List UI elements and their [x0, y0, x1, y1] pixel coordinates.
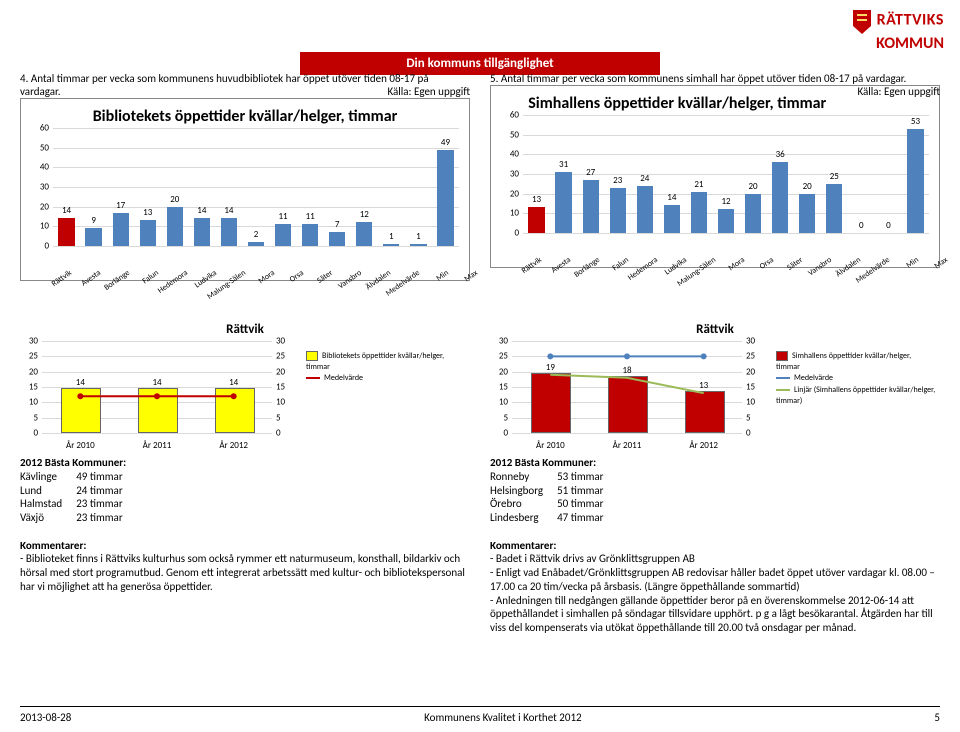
bar [637, 186, 653, 233]
left-best-table: Kävlinge49 timmarLund24 timmarHalmstad23… [20, 470, 137, 525]
footer-right: 5 [934, 711, 940, 724]
bar [555, 172, 571, 233]
left-chart-title: Bibliotekets öppettider kvällar/helger, … [27, 107, 463, 126]
bar [113, 213, 129, 246]
bar [383, 244, 399, 246]
right-comment-title: Kommentarer: [490, 539, 556, 552]
bar [583, 180, 599, 233]
right-comment: - Badet i Rättvik drivs av Grönklittsgru… [490, 552, 935, 634]
left-best-title: 2012 Bästa Kommuner: [20, 456, 126, 469]
footer-center: Kommunens Kvalitet i Korthet 2012 [424, 711, 581, 724]
footer-left: 2013-08-28 [20, 711, 71, 724]
bar [329, 232, 345, 246]
logo: RÄTTVIKS KOMMUN [850, 8, 944, 52]
shield-icon [850, 8, 874, 36]
left-question-row: 4. Antal timmar per vecka som kommunens … [20, 72, 470, 98]
left-small-title: Rättvik [20, 322, 470, 337]
right-source: Källa: Egen uppgift [857, 85, 940, 98]
left-small-chart: 141414005510101515202025253030År 2010År … [20, 341, 470, 451]
left-source: Källa: Egen uppgift [387, 85, 470, 98]
footer: 2013-08-28 Kommunens Kvalitet i Korthet … [20, 706, 940, 724]
right-small-title: Rättvik [490, 322, 940, 337]
bar [772, 162, 788, 233]
right-text: 2012 Bästa Kommuner: Ronneby53 timmarHel… [490, 456, 940, 635]
bar [140, 220, 156, 246]
bar [437, 150, 453, 246]
left-small-row: Rättvik 141414005510101515202025253030År… [20, 322, 470, 451]
page: { "logo":{"line1":"RÄTTVIKS","line2":"KO… [0, 0, 960, 732]
right-chart-box: Simhallens öppettider kvällar/helger, ti… [490, 85, 940, 268]
right-question-row: 5. Antal timmar per vecka som kommunens … [490, 72, 940, 85]
bar [745, 194, 761, 233]
bar [58, 218, 74, 246]
right-small-row: Rättvik 191813005510101515202025253030År… [490, 322, 940, 451]
bar [248, 242, 264, 246]
right-best-table: Ronneby53 timmarHelsingborg51 timmarÖreb… [490, 470, 618, 525]
bar [85, 228, 101, 246]
logo-line2: KOMMUN [876, 34, 944, 53]
bar [356, 222, 372, 246]
bar [664, 205, 680, 233]
right-column: 5. Antal timmar per vecka som kommunens … [490, 72, 940, 268]
bar [718, 209, 734, 233]
bar [799, 194, 815, 233]
left-chart-box: Bibliotekets öppettider kvällar/helger, … [20, 98, 470, 281]
bar [610, 188, 626, 233]
bar [907, 129, 923, 233]
bar [302, 224, 318, 246]
left-question: 4. Antal timmar per vecka som kommunens … [20, 72, 429, 98]
right-small-chart: 191813005510101515202025253030År 2010År … [490, 341, 940, 451]
bar [275, 224, 291, 246]
right-question: 5. Antal timmar per vecka som kommunens … [490, 72, 906, 85]
logo-line1: RÄTTVIKS [877, 11, 944, 30]
bar [221, 218, 237, 246]
bar [691, 192, 707, 233]
bar [167, 207, 183, 246]
left-text: 2012 Bästa Kommuner: Kävlinge49 timmarLu… [20, 456, 470, 594]
left-comment: - Biblioteket finns i Rättviks kulturhus… [20, 552, 465, 593]
bar [410, 244, 426, 246]
bar [194, 218, 210, 246]
right-bar-chart: 1331272324142112203620250053010203040506… [497, 115, 933, 265]
bar [528, 207, 544, 233]
right-best-title: 2012 Bästa Kommuner: [490, 456, 596, 469]
left-column: 4. Antal timmar per vecka som kommunens … [20, 72, 470, 281]
bar [826, 184, 842, 233]
left-comment-title: Kommentarer: [20, 539, 86, 552]
left-bar-chart: 14917132014142111171211490102030405060Rä… [27, 128, 463, 278]
